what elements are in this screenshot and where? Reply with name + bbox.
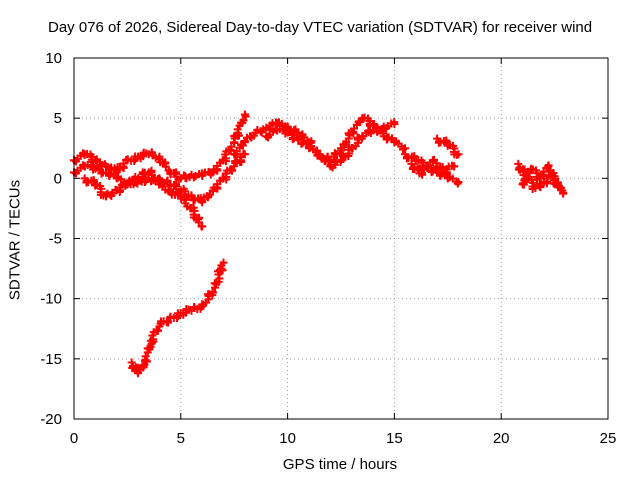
y-tick-label: -15 (40, 351, 62, 368)
data-point (141, 352, 150, 361)
series-track-3 (80, 174, 207, 231)
data-point (100, 160, 109, 169)
data-point (450, 162, 459, 171)
series-track-11 (127, 258, 228, 378)
data-point (131, 152, 140, 161)
data-point (184, 305, 193, 314)
grid-lines (74, 58, 608, 419)
data-point (453, 179, 462, 188)
axis-ticks: 0 5 10 15 20 25 -20 -15 -10 -5 0 5 10 (40, 50, 616, 447)
data-point (249, 131, 258, 140)
data-point (208, 287, 217, 296)
x-tick-label: 25 (600, 430, 617, 447)
y-tick-label: -5 (49, 231, 62, 248)
data-point (163, 317, 172, 326)
y-axis-label: SDTVAR / TECUs (6, 179, 24, 301)
data-point (281, 129, 290, 138)
data-point (559, 189, 568, 198)
data-point (239, 149, 248, 158)
data-point (293, 133, 302, 142)
data-point (379, 129, 388, 138)
y-tick-label: 5 (54, 110, 62, 127)
data-point (138, 363, 147, 372)
data-point (133, 179, 142, 188)
data-point (366, 129, 375, 138)
data-point (174, 189, 183, 198)
data-point (187, 191, 196, 200)
data-point (173, 309, 182, 318)
data-point (528, 185, 537, 194)
y-tick-label: -10 (40, 291, 62, 308)
x-tick-label: 10 (279, 430, 296, 447)
series-track-8 (433, 134, 463, 159)
data-point (291, 125, 300, 134)
y-tick-label: 0 (54, 170, 62, 187)
data-points (70, 110, 568, 378)
data-point (238, 141, 247, 150)
data-point (98, 168, 107, 177)
data-point (142, 357, 151, 366)
x-tick-label: 5 (177, 430, 185, 447)
data-point (206, 170, 215, 179)
chart-title: Day 076 of 2026, Sidereal Day-to-day VTE… (48, 19, 593, 36)
data-point (241, 112, 250, 121)
data-point (174, 175, 183, 184)
series-track-5 (262, 118, 399, 172)
data-point (218, 266, 227, 275)
x-tick-label: 20 (493, 430, 510, 447)
data-point (153, 326, 162, 335)
data-point (452, 150, 461, 159)
y-tick-label: 10 (45, 50, 62, 67)
x-axis-label: GPS time / hours (282, 456, 398, 473)
series-track-1 (70, 110, 250, 184)
data-point (197, 222, 206, 231)
x-tick-label: 15 (386, 430, 403, 447)
data-point (336, 158, 345, 167)
data-point (89, 165, 98, 174)
data-point (390, 118, 399, 127)
data-point (217, 261, 226, 270)
data-point (227, 166, 236, 175)
y-tick-label: -20 (40, 411, 62, 428)
series-track-10 (518, 161, 568, 198)
data-point (163, 177, 172, 186)
series-track-7 (407, 155, 459, 179)
data-point (532, 175, 541, 184)
data-point (215, 274, 224, 283)
data-point (304, 142, 313, 151)
data-point (337, 146, 346, 155)
data-point (141, 174, 150, 183)
x-tick-label: 0 (70, 430, 78, 447)
data-point (399, 145, 408, 154)
